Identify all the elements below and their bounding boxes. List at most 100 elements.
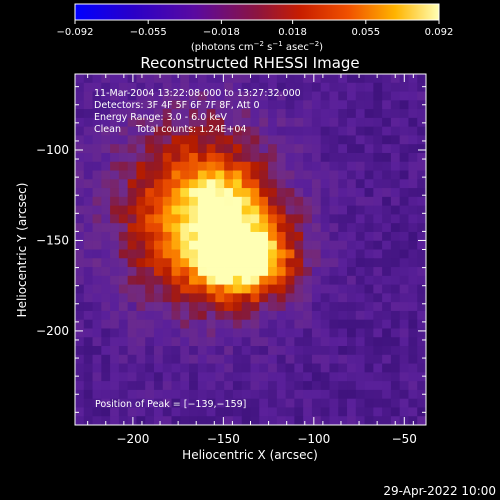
heatmap-cell xyxy=(206,407,216,417)
heatmap-cell xyxy=(417,91,426,101)
heatmap-cell xyxy=(311,188,322,198)
heatmap-cell xyxy=(136,196,146,207)
heatmap-cell xyxy=(355,258,365,268)
heatmap-cell xyxy=(197,170,208,180)
heatmap-cell xyxy=(285,82,295,92)
heatmap-cell xyxy=(197,231,208,242)
heatmap-cell xyxy=(180,310,190,321)
heatmap-cell xyxy=(153,109,164,119)
heatmap-cell xyxy=(311,284,322,294)
heatmap-cell xyxy=(399,152,409,163)
heatmap-cell xyxy=(364,74,374,84)
heatmap-cell xyxy=(232,310,243,321)
heatmap-cell xyxy=(83,196,93,207)
heatmap-cell xyxy=(303,310,313,321)
heatmap-cell xyxy=(338,346,348,356)
heatmap-cell xyxy=(110,74,120,84)
heatmap-cell xyxy=(232,407,243,417)
heatmap-cell xyxy=(197,223,208,233)
heatmap-cell xyxy=(311,302,322,312)
heatmap-cell xyxy=(92,416,102,425)
heatmap-cell xyxy=(329,275,339,286)
heatmap-cell xyxy=(347,249,357,259)
heatmap-cell xyxy=(224,319,234,329)
heatmap-cell xyxy=(241,354,251,364)
heatmap-cell xyxy=(417,275,426,286)
heatmap-cell xyxy=(224,205,234,215)
heatmap-cell xyxy=(320,179,330,189)
heatmap-cell xyxy=(180,363,190,373)
heatmap-cell xyxy=(145,82,155,92)
heatmap-cell xyxy=(390,170,401,180)
heatmap-cell xyxy=(303,372,313,382)
heatmap-cell xyxy=(303,346,313,356)
heatmap-cell xyxy=(180,372,190,382)
heatmap-cell xyxy=(276,179,287,189)
heatmap-cell xyxy=(189,135,199,145)
heatmap-cell xyxy=(232,249,243,259)
heatmap-cell xyxy=(206,381,216,391)
heatmap-cell xyxy=(320,144,330,154)
heatmap-cell xyxy=(373,398,383,408)
heatmap-cell xyxy=(303,275,313,286)
heatmap-cell xyxy=(241,258,251,268)
heatmap-cell xyxy=(390,126,401,136)
heatmap-cell xyxy=(373,258,383,268)
heatmap-cell xyxy=(224,302,234,312)
heatmap-cell xyxy=(399,354,409,364)
heatmap-cell xyxy=(180,284,190,294)
heatmap-cell xyxy=(215,310,225,321)
heatmap-cell xyxy=(75,74,85,84)
heatmap-cell xyxy=(417,310,426,321)
heatmap-cell xyxy=(329,135,339,145)
heatmap-cell xyxy=(311,231,322,242)
heatmap-cell xyxy=(399,319,409,329)
heatmap-cell xyxy=(250,381,260,391)
heatmap-cell xyxy=(417,407,426,417)
heatmap-cell xyxy=(285,337,295,347)
heatmap-cell xyxy=(347,74,357,84)
heatmap-cell xyxy=(83,144,93,154)
heatmap-cell xyxy=(364,337,374,347)
heatmap-cell xyxy=(250,135,260,145)
heatmap-cell xyxy=(145,205,155,215)
heatmap-cell xyxy=(110,354,120,364)
heatmap-cell xyxy=(83,117,93,128)
heatmap-cell xyxy=(338,196,348,207)
heatmap-cell xyxy=(408,170,418,180)
heatmap-cell xyxy=(390,354,401,364)
heatmap-cell xyxy=(347,258,357,268)
heatmap-cell xyxy=(364,372,374,382)
heatmap-cell xyxy=(329,302,339,312)
heatmap-cell xyxy=(101,91,111,101)
heatmap-cell xyxy=(355,144,365,154)
heatmap-cell xyxy=(250,170,260,180)
heatmap-cell xyxy=(417,319,426,329)
heatmap-cell xyxy=(75,372,85,382)
heatmap-cell xyxy=(197,284,208,294)
heatmap-cell xyxy=(329,407,339,417)
heatmap-cell xyxy=(320,363,330,373)
heatmap-cell xyxy=(189,82,199,92)
heatmap-cell xyxy=(197,74,208,84)
heatmap-cell xyxy=(329,161,339,171)
heatmap-cell xyxy=(232,328,243,338)
heatmap-cell xyxy=(215,240,225,250)
heatmap-cell xyxy=(276,302,287,312)
heatmap-cell xyxy=(153,389,164,400)
heatmap-cell xyxy=(329,284,339,294)
heatmap-cell xyxy=(373,74,383,84)
heatmap-cell xyxy=(162,205,172,215)
heatmap-cell xyxy=(232,109,243,119)
heatmap-cell xyxy=(285,144,295,154)
heatmap-cell xyxy=(241,240,251,250)
heatmap-cell xyxy=(127,214,137,224)
heatmap-cell xyxy=(241,100,251,110)
heatmap-cell xyxy=(250,179,260,189)
heatmap-cell xyxy=(110,240,120,250)
heatmap-cell xyxy=(189,196,199,207)
heatmap-cell xyxy=(382,328,392,338)
heatmap-cell xyxy=(294,346,304,356)
heatmap-cell xyxy=(382,310,392,321)
heatmap-cell xyxy=(171,91,181,101)
